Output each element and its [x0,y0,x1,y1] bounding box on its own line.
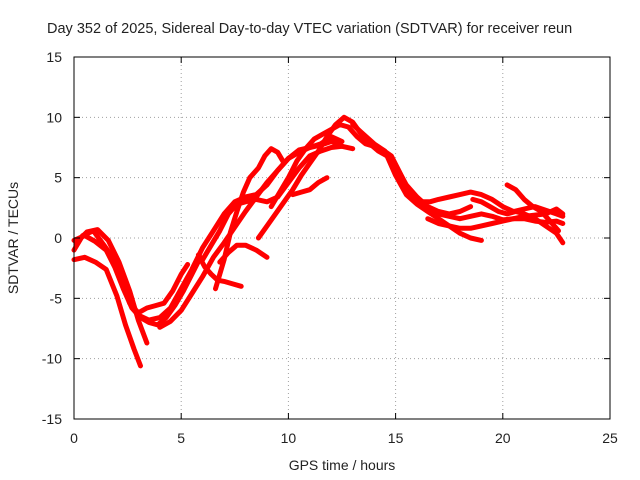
series-line-track-8 [213,146,287,292]
series-line-track-14 [350,122,474,217]
series-line-track-9 [217,242,270,265]
y-tick-label: -10 [42,351,62,367]
y-tick-label: 10 [46,109,62,125]
y-tick-label: -5 [50,290,63,306]
x-tick-label: 5 [177,430,185,446]
x-tick-label: 0 [70,430,78,446]
y-tick-label: 15 [46,49,62,65]
series-line-track-15 [418,189,566,219]
grid-lines [74,57,610,419]
x-tick-label: 20 [495,430,511,446]
series-line-track-18 [504,182,561,234]
series-line-track-17 [470,196,566,246]
chart-title: Day 352 of 2025, Sidereal Day-to-day VTE… [47,21,572,37]
y-tick-label: 0 [54,230,62,246]
y-tick-label: -15 [42,411,62,427]
x-axis-label: GPS time / hours [289,457,396,473]
data-series [71,114,566,369]
series-line-track-13 [290,175,330,198]
series-line-track-2 [71,254,143,369]
x-tick-label: 10 [281,430,297,446]
x-tick-label: 25 [602,430,618,446]
axis-ticks: 0 5 10 15 20 25 -15 -10 -5 0 5 10 15 [42,49,618,446]
y-tick-label: 5 [54,170,62,186]
x-tick-label: 15 [388,430,404,446]
y-axis-label: SDTVAR / TECUs [5,182,21,294]
